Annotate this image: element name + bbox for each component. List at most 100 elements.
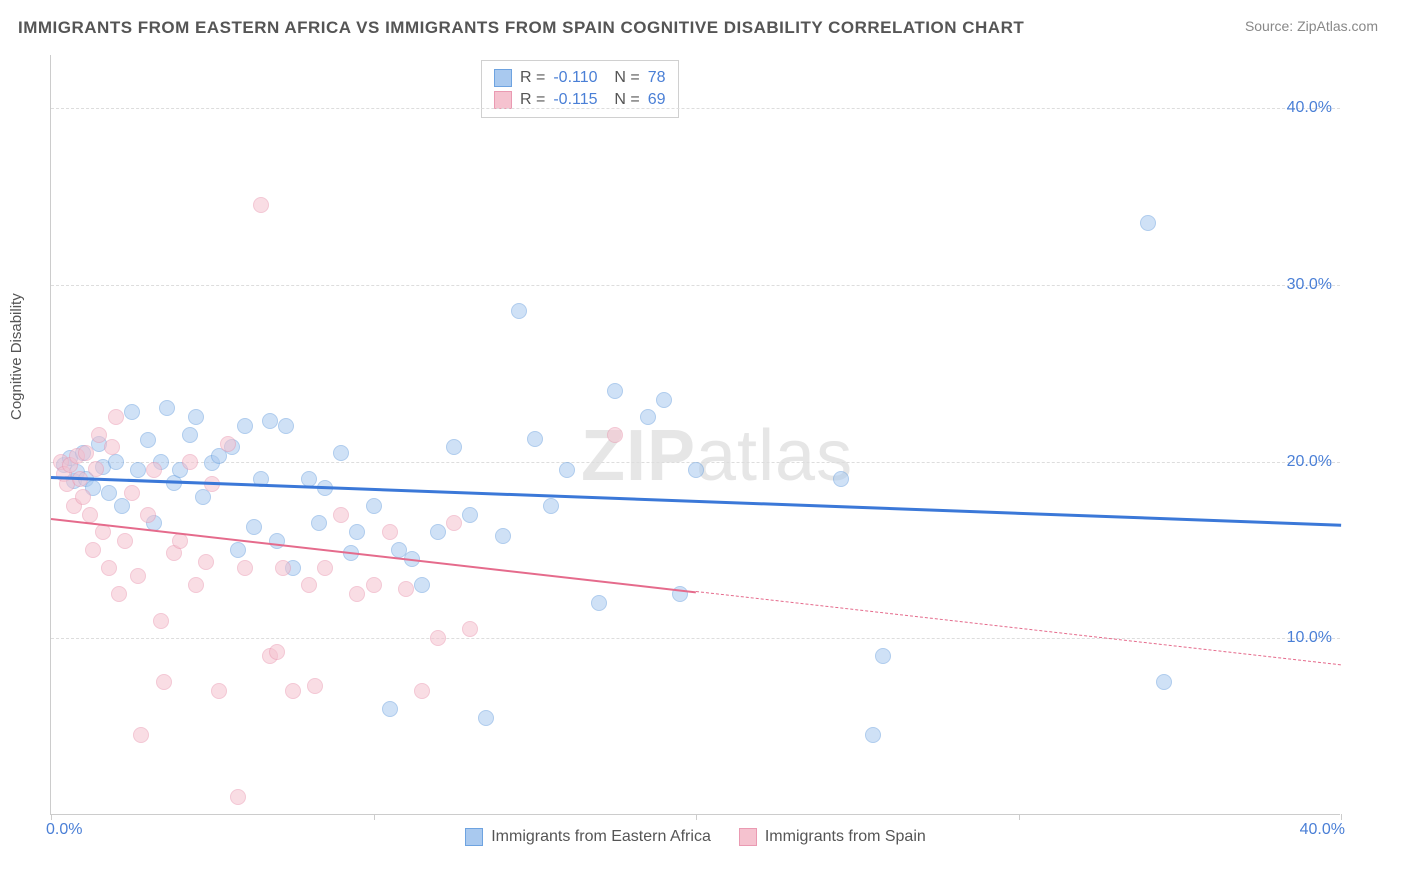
x-tick: [1019, 814, 1020, 820]
source-label: Source: ZipAtlas.com: [1245, 18, 1378, 34]
x-tick: [1341, 814, 1342, 820]
gridline: [51, 285, 1340, 286]
y-tick-label: 40.0%: [1287, 99, 1332, 117]
gridline: [51, 108, 1340, 109]
scatter-point: [446, 439, 462, 455]
scatter-point: [285, 683, 301, 699]
legend-swatch-1: [739, 828, 757, 846]
scatter-point: [1156, 674, 1172, 690]
scatter-point: [108, 454, 124, 470]
scatter-point: [269, 644, 285, 660]
y-tick-label: 10.0%: [1287, 629, 1332, 647]
scatter-point: [140, 507, 156, 523]
scatter-point: [220, 436, 236, 452]
scatter-point: [430, 630, 446, 646]
x-tick: [51, 814, 52, 820]
legend-label-1: Immigrants from Spain: [765, 828, 926, 846]
scatter-point: [253, 197, 269, 213]
scatter-point: [130, 568, 146, 584]
scatter-point: [75, 489, 91, 505]
x-tick: [696, 814, 697, 820]
scatter-point: [607, 427, 623, 443]
scatter-point: [382, 701, 398, 717]
scatter-point: [182, 454, 198, 470]
y-tick-label: 20.0%: [1287, 453, 1332, 471]
scatter-point: [117, 533, 133, 549]
scatter-point: [875, 648, 891, 664]
scatter-point: [833, 471, 849, 487]
legend-label-0: Immigrants from Eastern Africa: [491, 828, 711, 846]
scatter-point: [640, 409, 656, 425]
legend-swatch-0: [465, 828, 483, 846]
scatter-point: [124, 404, 140, 420]
scatter-point: [366, 498, 382, 514]
scatter-point: [111, 586, 127, 602]
scatter-point: [307, 678, 323, 694]
scatter-point: [446, 515, 462, 531]
scatter-point: [211, 683, 227, 699]
scatter-point: [349, 586, 365, 602]
scatter-point: [349, 524, 365, 540]
scatter-point: [85, 542, 101, 558]
scatter-point: [146, 462, 162, 478]
gridline: [51, 638, 1340, 639]
scatter-point: [262, 413, 278, 429]
scatter-point: [591, 595, 607, 611]
scatter-point: [153, 613, 169, 629]
x-tick: [374, 814, 375, 820]
legend-item-0: Immigrants from Eastern Africa: [465, 828, 711, 846]
scatter-point: [269, 533, 285, 549]
scatter-point: [237, 560, 253, 576]
scatter-point: [156, 674, 172, 690]
scatter-point: [559, 462, 575, 478]
swatch-series-0: [494, 69, 512, 87]
legend-item-1: Immigrants from Spain: [739, 828, 926, 846]
scatter-point: [495, 528, 511, 544]
scatter-point: [311, 515, 327, 531]
scatter-point: [133, 727, 149, 743]
scatter-point: [246, 519, 262, 535]
scatter-point: [108, 409, 124, 425]
y-axis-label: Cognitive Disability: [8, 293, 25, 420]
scatter-point: [688, 462, 704, 478]
scatter-point: [1140, 215, 1156, 231]
scatter-point: [366, 577, 382, 593]
scatter-point: [301, 577, 317, 593]
scatter-point: [140, 432, 156, 448]
plot-area: ZIPatlas R = -0.110 N = 78 R = -0.115 N …: [50, 55, 1340, 815]
scatter-point: [462, 507, 478, 523]
chart-container: ZIPatlas R = -0.110 N = 78 R = -0.115 N …: [50, 55, 1390, 815]
scatter-point: [333, 507, 349, 523]
scatter-point: [278, 418, 294, 434]
x-label-left: 0.0%: [46, 821, 82, 839]
scatter-point: [237, 418, 253, 434]
x-label-right: 40.0%: [1300, 821, 1345, 839]
scatter-point: [188, 577, 204, 593]
scatter-point: [511, 303, 527, 319]
scatter-point: [104, 439, 120, 455]
scatter-point: [230, 542, 246, 558]
scatter-point: [78, 445, 94, 461]
scatter-point: [414, 683, 430, 699]
y-tick-label: 30.0%: [1287, 276, 1332, 294]
stats-row-series-0: R = -0.110 N = 78: [494, 67, 666, 89]
scatter-point: [188, 409, 204, 425]
scatter-point: [333, 445, 349, 461]
scatter-point: [607, 383, 623, 399]
scatter-point: [159, 400, 175, 416]
chart-title: IMMIGRANTS FROM EASTERN AFRICA VS IMMIGR…: [18, 18, 1024, 38]
scatter-point: [865, 727, 881, 743]
stats-legend: R = -0.110 N = 78 R = -0.115 N = 69: [481, 60, 679, 118]
bottom-legend: Immigrants from Eastern Africa Immigrant…: [51, 828, 1340, 846]
scatter-point: [91, 427, 107, 443]
scatter-point: [88, 461, 104, 477]
scatter-point: [101, 560, 117, 576]
scatter-point: [527, 431, 543, 447]
scatter-point: [478, 710, 494, 726]
scatter-point: [124, 485, 140, 501]
swatch-series-1: [494, 91, 512, 109]
scatter-point: [198, 554, 214, 570]
scatter-point: [182, 427, 198, 443]
scatter-point: [317, 560, 333, 576]
trend-line: [696, 591, 1341, 665]
